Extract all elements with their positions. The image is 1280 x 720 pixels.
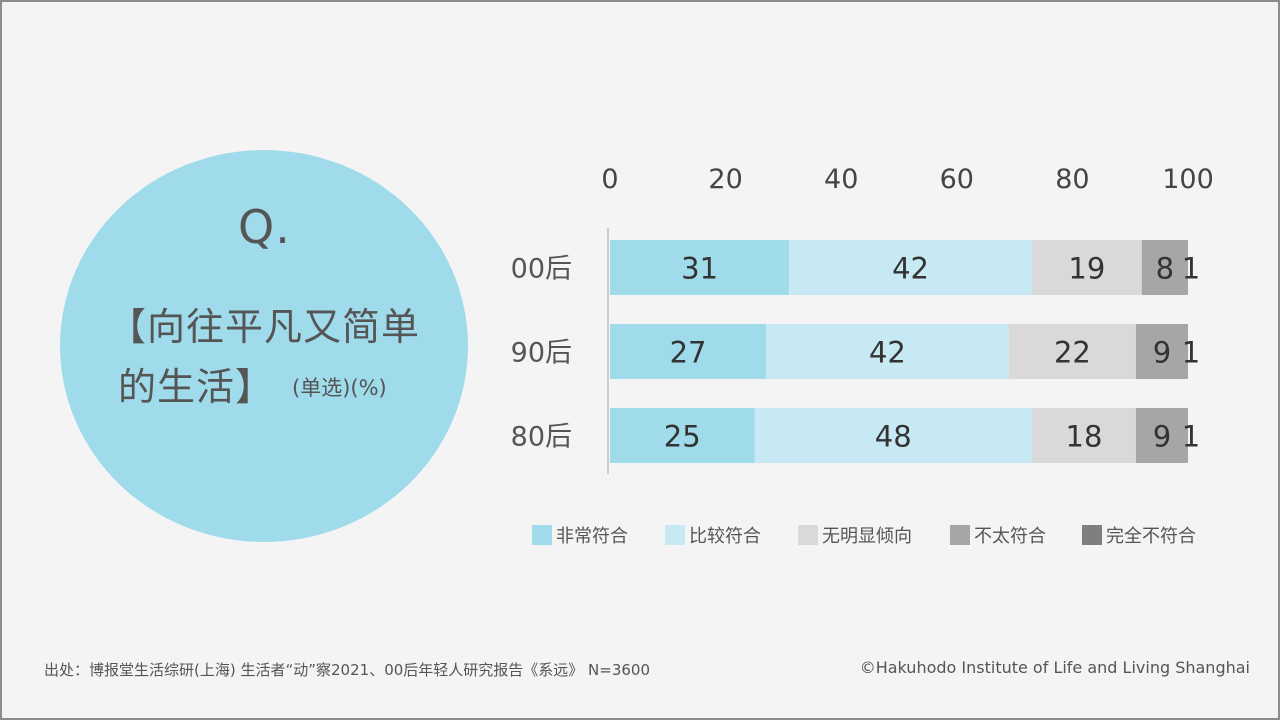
- bar-segment: [766, 324, 1009, 379]
- category-label: 80后: [511, 422, 572, 453]
- question-circle: [60, 150, 468, 542]
- copyright-note: ©Hakuhodo Institute of Life and Living S…: [859, 658, 1250, 677]
- x-tick-label: 20: [708, 164, 742, 195]
- category-label: 90后: [511, 338, 572, 369]
- legend-label-3: 不太符合: [974, 526, 1046, 547]
- legend-swatch-4: [1082, 525, 1102, 545]
- chart-legend: 非常符合 比较符合 无明显倾向 不太符合 完全不符合: [532, 520, 1232, 552]
- x-tick-label: 80: [1055, 164, 1089, 195]
- bar-segment: [610, 324, 767, 379]
- legend-label-4: 完全不符合: [1106, 526, 1196, 547]
- legend-item-1: 比较符合: [665, 520, 761, 550]
- question-mark: Q.: [238, 200, 291, 254]
- legend-swatch-0: [532, 525, 552, 545]
- data-label: 1: [1182, 252, 1200, 286]
- x-tick-label: 0: [601, 164, 618, 195]
- bar-segment: [1135, 408, 1188, 463]
- data-label: 42: [892, 252, 929, 286]
- data-label: 1: [1182, 336, 1200, 370]
- question-title-line1: 【向往平凡又简单: [108, 305, 421, 349]
- data-label: 18: [1066, 420, 1103, 454]
- bar-segment: [789, 240, 1032, 295]
- legend-item-4: 完全不符合: [1082, 520, 1196, 550]
- legend-label-1: 比较符合: [689, 526, 761, 547]
- bar-segment: [1135, 324, 1188, 379]
- legend-swatch-3: [950, 525, 970, 545]
- bar-segment: [1031, 240, 1142, 295]
- data-label: 1: [1182, 420, 1200, 454]
- legend-swatch-2: [798, 525, 818, 545]
- legend-item-0: 非常符合: [532, 520, 628, 550]
- data-label: 42: [869, 336, 906, 370]
- legend-label-0: 非常符合: [556, 526, 628, 547]
- data-label: 31: [681, 252, 718, 286]
- category-label: 00后: [511, 254, 572, 285]
- bar-segment: [1141, 240, 1188, 295]
- x-tick-label: 100: [1162, 164, 1214, 195]
- x-tick-label: 40: [824, 164, 858, 195]
- bar-segment: [1031, 408, 1136, 463]
- question-note: (单选)(%): [292, 376, 387, 400]
- legend-item-2: 无明显倾向: [798, 520, 912, 550]
- bar-segment: [1008, 324, 1136, 379]
- source-note: 出处：博报堂生活综研(上海) 生活者“动”察2021、00后年轻人研究报告《系远…: [44, 661, 651, 679]
- legend-item-3: 不太符合: [950, 520, 1046, 550]
- data-label: 19: [1068, 252, 1105, 286]
- question-title-line2: 的生活】: [118, 365, 275, 409]
- bar-segment: [610, 408, 755, 463]
- data-label: 9: [1153, 336, 1171, 370]
- x-tick-label: 60: [940, 164, 974, 195]
- bar-segment: [610, 240, 790, 295]
- data-label: 48: [875, 420, 912, 454]
- bar-segment: [754, 408, 1032, 463]
- data-label: 9: [1153, 420, 1171, 454]
- data-label: 8: [1156, 252, 1174, 286]
- data-label: 25: [664, 420, 701, 454]
- data-label: 27: [670, 336, 707, 370]
- data-label: 22: [1054, 336, 1091, 370]
- legend-label-2: 无明显倾向: [822, 526, 912, 547]
- legend-swatch-1: [665, 525, 685, 545]
